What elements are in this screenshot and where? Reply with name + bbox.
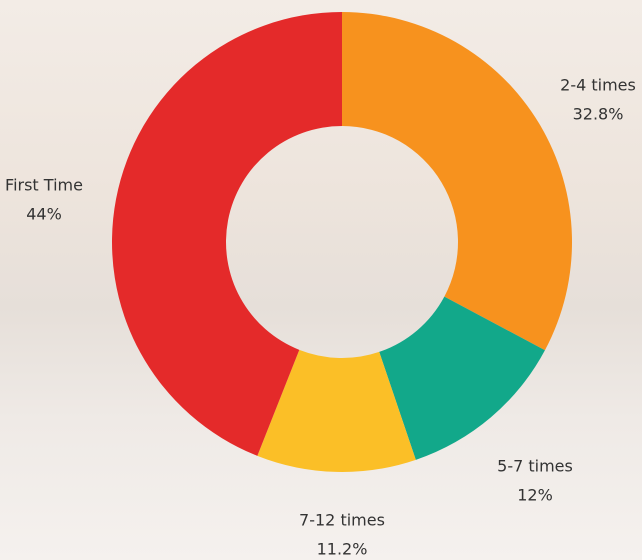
slice-label: First Time (5, 176, 83, 195)
slice (379, 296, 545, 460)
slice (257, 349, 416, 472)
slice-label: 2-4 times (560, 76, 636, 95)
slice-value: 12% (517, 486, 553, 505)
slice (112, 12, 343, 456)
slice-label: 7-12 times (299, 511, 385, 530)
slice-label: 5-7 times (497, 457, 573, 476)
slice-value: 44% (26, 205, 62, 224)
slice-value: 11.2% (317, 540, 368, 559)
slices (112, 12, 572, 472)
labels: 2-4 times 32.8% 5-7 times 12% 7-12 times 11.2… (5, 76, 636, 559)
slice (342, 12, 572, 351)
slice-value: 32.8% (573, 105, 624, 124)
